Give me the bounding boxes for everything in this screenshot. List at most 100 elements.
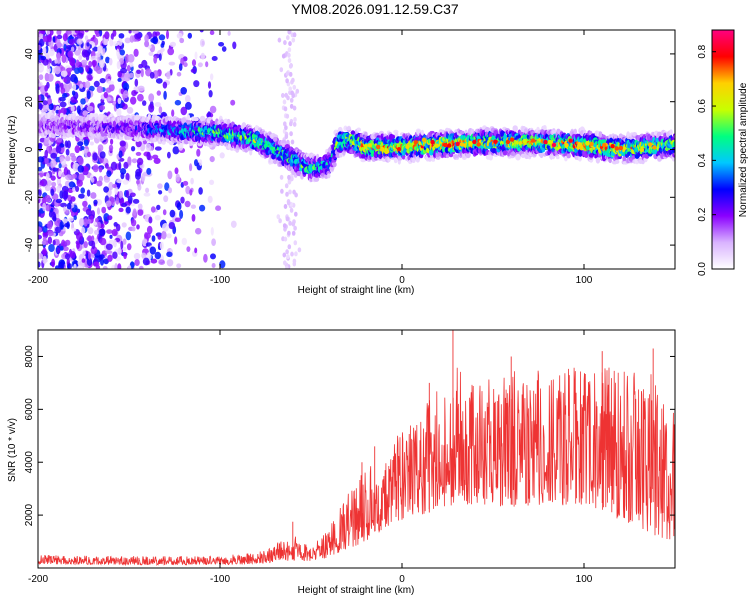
heatmap-cell: [134, 32, 142, 40]
heatmap-cell: [64, 180, 71, 187]
heatmap-cell: [137, 184, 142, 191]
heatmap-cell: [445, 154, 450, 159]
heatmap-cell: [125, 53, 130, 63]
heatmap-cell: [82, 166, 89, 172]
heatmap-cell: [293, 225, 297, 231]
heatmap-cell: [66, 140, 72, 149]
heatmap-cell: [47, 220, 53, 230]
heatmap-cell: [100, 223, 105, 229]
heatmap-cell: [92, 152, 98, 161]
heatmap-cell: [162, 209, 167, 216]
heatmap-cell: [166, 30, 169, 40]
heatmap-cell: [287, 52, 291, 58]
heatmap-cell: [38, 234, 42, 240]
heatmap-cell: [146, 167, 152, 175]
heatmap-cell: [107, 215, 113, 221]
heatmap-cell: [155, 78, 163, 84]
heatmap-cell: [282, 99, 287, 105]
heatmap-cell: [60, 87, 66, 95]
heatmap-cell: [293, 117, 297, 122]
heatmap-cell: [103, 175, 111, 183]
heatmap-cell: [44, 185, 51, 192]
heatmap-cell: [42, 104, 50, 111]
heatmap-cell: [94, 229, 99, 235]
heatmap-cell: [117, 263, 122, 269]
heatmap-cell: [332, 161, 337, 168]
heatmap-cell: [86, 42, 90, 47]
heatmap-cell: [197, 62, 203, 68]
heatmap-cell: [87, 235, 92, 242]
heatmap-cell: [108, 144, 114, 152]
heatmap-cell: [55, 145, 62, 154]
heatmap-cell: [194, 247, 198, 254]
heatmap-cell: [105, 250, 113, 254]
heatmap-cell: [107, 254, 113, 262]
heatmap-cell: [174, 99, 182, 106]
heatmap-cell: [81, 258, 86, 263]
heatmap-cell: [227, 30, 231, 36]
heatmap-cell: [290, 251, 294, 257]
heatmap-cell: [161, 230, 167, 240]
heatmap-cell: [68, 181, 76, 188]
heatmap-cell: [185, 185, 191, 195]
heatmap-cell: [81, 49, 88, 58]
heatmap-cell: [56, 137, 62, 143]
heatmap-cell: [76, 38, 83, 45]
heatmap-cell: [199, 30, 204, 33]
heatmap-cell: [124, 37, 131, 44]
heatmap-cell: [166, 233, 172, 239]
heatmap-cell: [42, 58, 49, 66]
heatmap-cell: [92, 164, 99, 173]
heatmap-cell: [211, 263, 216, 268]
heatmap-cell: [55, 84, 60, 94]
heatmap-cell: [282, 252, 287, 258]
heatmap-cell: [47, 230, 54, 237]
heatmap-cell: [104, 31, 110, 40]
heatmap-cell: [292, 121, 297, 127]
heatmap-cell: [99, 151, 106, 159]
heatmap-cell: [194, 51, 198, 60]
heatmap-cell: [129, 72, 134, 79]
heatmap-cell: [90, 55, 98, 61]
heatmap-cell: [162, 81, 168, 89]
heatmap-cell: [154, 146, 162, 151]
heatmap-cell: [55, 198, 63, 204]
heatmap-cell: [116, 108, 122, 117]
heatmap-cell: [232, 41, 237, 50]
heatmap-cell: [169, 41, 176, 48]
heatmap-cell: [118, 207, 124, 213]
heatmap-cell: [75, 185, 80, 192]
heatmap-cell: [70, 46, 75, 52]
heatmap-cell: [116, 60, 121, 70]
heatmap-cell: [84, 35, 89, 41]
heatmap-cell: [279, 67, 284, 73]
heatmap-cell: [62, 93, 68, 98]
heatmap-cell: [291, 221, 296, 227]
heatmap-cell: [150, 37, 158, 44]
heatmap-cell: [286, 200, 291, 206]
heatmap-cell: [84, 30, 89, 33]
heatmap-cell: [101, 206, 107, 214]
heatmap-cell: [279, 174, 284, 180]
heatmap-cell: [59, 112, 64, 119]
heatmap-cell: [116, 48, 120, 58]
heatmap-cell: [90, 192, 97, 199]
heatmap-cell: [154, 214, 161, 221]
heatmap-cell: [133, 48, 139, 57]
figure-title: YM08.2026.091.12.59.C37: [291, 1, 459, 17]
heatmap-cell: [286, 35, 290, 41]
heatmap-cell: [110, 138, 114, 145]
heatmap-cell: [180, 87, 187, 95]
heatmap-cell: [42, 247, 47, 256]
heatmap-cell: [130, 96, 137, 105]
heatmap-cell: [156, 204, 161, 211]
heatmap-cell: [135, 151, 142, 156]
heatmap-cell: [42, 100, 48, 106]
heatmap-cell: [203, 253, 208, 263]
heatmap-cell: [294, 211, 298, 217]
heatmap-cell: [185, 94, 191, 103]
heatmap-cell: [294, 192, 298, 198]
heatmap-cell: [221, 46, 227, 52]
heatmap-cell: [107, 97, 112, 102]
heatmap-cell: [86, 257, 93, 266]
